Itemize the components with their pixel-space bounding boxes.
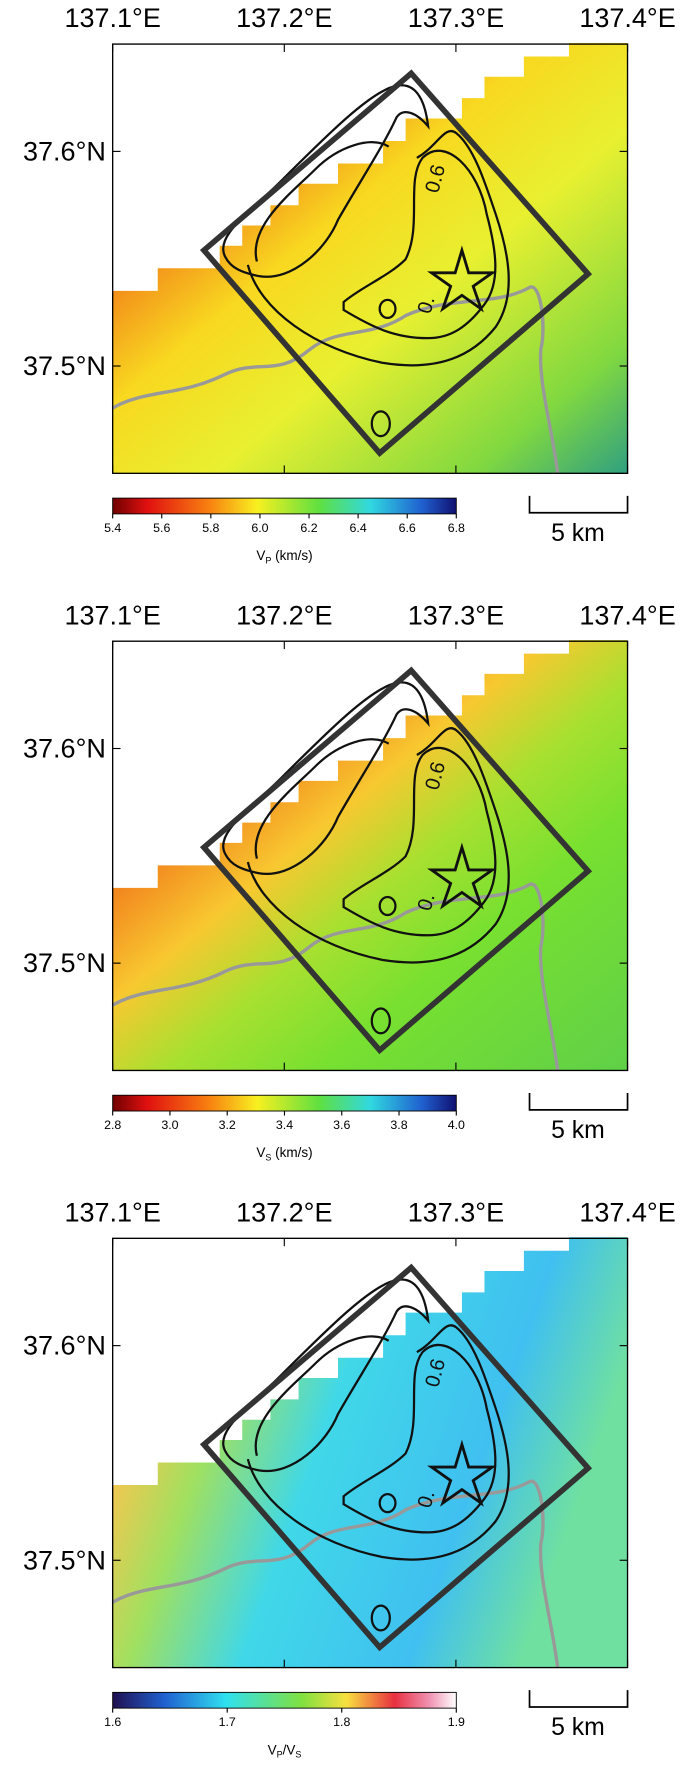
y-tick-label: 37.6°N — [23, 1331, 106, 1361]
colorbar — [112, 497, 457, 515]
colorbar-label: VP/VS — [268, 1742, 302, 1759]
colorbar-tick-label: 6.8 — [448, 521, 465, 535]
colorbar-tick-label: 3.2 — [219, 1118, 236, 1132]
colorbar-tick-label: 2.8 — [104, 1118, 121, 1132]
colorbar — [112, 1691, 457, 1709]
scale-bar — [528, 1092, 629, 1111]
colorbar-tick-label: 5.8 — [202, 521, 219, 535]
label-part: (km/s) — [271, 548, 312, 563]
contour-label: 0. — [414, 891, 440, 913]
contour-label: 0. — [414, 1488, 440, 1510]
colorbar-tick-label: 6.0 — [251, 521, 268, 535]
colorbar-tick-label: 3.4 — [276, 1118, 293, 1132]
label-part: P — [265, 555, 271, 565]
colorbar — [112, 1094, 457, 1112]
x-tick-label: 137.2°E — [236, 600, 332, 630]
colorbar-tick-label: 6.6 — [399, 521, 416, 535]
label-part: V — [256, 1145, 265, 1160]
colorbar-tick-label: 3.8 — [390, 1118, 407, 1132]
map-panel: 0.60.137.1°E 137.2°E 137.3°E 137.4°E37.5°N3… — [23, 600, 676, 1162]
scale-bar-label: 5 km — [551, 520, 605, 547]
colorbar-tick-label: 6.4 — [350, 521, 367, 535]
colorbar-tick-label: 3.0 — [161, 1118, 178, 1132]
colorbar-tick-label: 3.6 — [333, 1118, 350, 1132]
colorbar-tick-label: 5.4 — [104, 521, 121, 535]
label-part: P — [277, 1750, 283, 1760]
scale-bar — [528, 1690, 629, 1708]
x-tick-label: 137.2°E — [236, 3, 332, 33]
label-part: V — [256, 548, 265, 563]
colorbar-tick-label: 5.6 — [153, 521, 170, 535]
label-part: (km/s) — [271, 1145, 312, 1160]
x-tick-label: 137.2°E — [236, 1197, 332, 1227]
contour-label: 0. — [414, 294, 440, 316]
map-panel: 0.60.137.1°E 137.2°E 137.3°E 137.4°E37.5°N3… — [23, 3, 676, 565]
scale-bar-label: 5 km — [551, 1117, 605, 1144]
x-tick-label: 137.3°E — [408, 1197, 504, 1227]
y-tick-label: 37.5°N — [23, 948, 106, 978]
y-tick-label: 37.6°N — [23, 136, 106, 166]
scale-bar-label: 5 km — [551, 1714, 605, 1741]
colorbar-label: VP (km/s) — [256, 548, 312, 565]
x-tick-label: 137.1°E — [64, 600, 160, 630]
colorbar-tick-label: 4.0 — [448, 1118, 465, 1132]
x-tick-label: 137.4°E — [579, 1197, 675, 1227]
y-tick-label: 37.5°N — [23, 1545, 106, 1575]
velocity-field — [112, 1237, 628, 1668]
velocity-field — [112, 640, 628, 1071]
x-tick-label: 137.1°E — [64, 1197, 160, 1227]
map-frame — [111, 1237, 629, 1669]
map-frame — [111, 640, 629, 1072]
colorbar-tick-label: 1.7 — [219, 1715, 236, 1729]
map-frame — [111, 43, 629, 475]
colorbar-tick-label: 1.6 — [104, 1715, 121, 1729]
x-tick-label: 137.1°E — [64, 3, 160, 33]
map-panel: 0.60.137.1°E 137.2°E 137.3°E 137.4°E37.5°N3… — [23, 1197, 676, 1759]
colorbar-tick-label: 1.8 — [333, 1715, 350, 1729]
label-part: V — [268, 1742, 277, 1757]
y-tick-label: 37.5°N — [23, 351, 106, 381]
x-tick-label: 137.4°E — [579, 600, 675, 630]
velocity-field — [112, 42, 628, 474]
y-tick-label: 37.6°N — [23, 734, 106, 764]
x-tick-label: 137.3°E — [408, 600, 504, 630]
label-part: S — [295, 1750, 301, 1760]
scale-bar — [528, 495, 629, 514]
label-part: S — [265, 1153, 271, 1163]
colorbar-tick-label: 1.9 — [448, 1715, 465, 1729]
x-tick-label: 137.3°E — [408, 3, 504, 33]
colorbar-tick-label: 6.2 — [300, 521, 317, 535]
label-part: /V — [283, 1742, 296, 1757]
colorbar-label: VS (km/s) — [256, 1145, 312, 1162]
x-tick-label: 137.4°E — [579, 3, 675, 33]
